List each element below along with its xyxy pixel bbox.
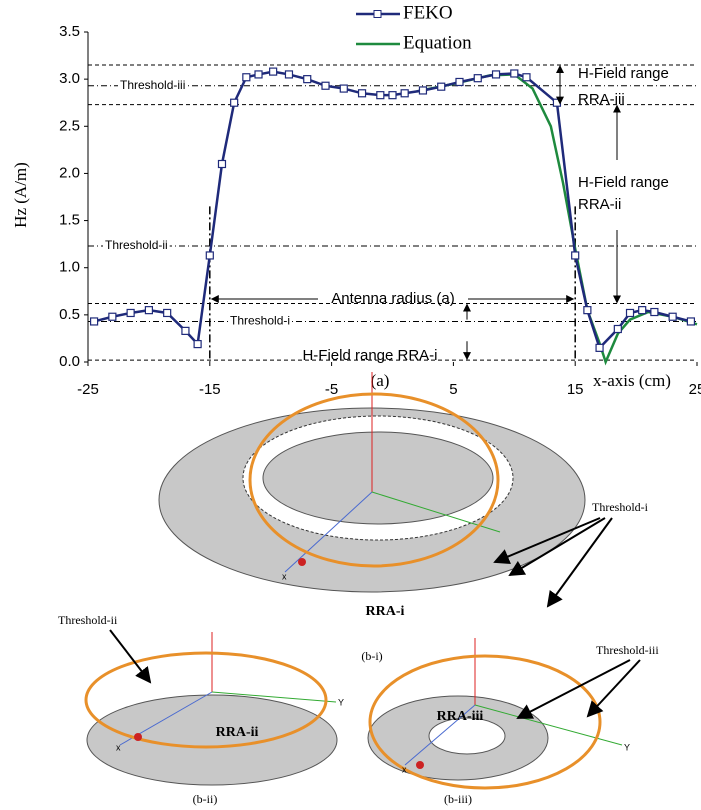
diagram-b-ii: x Y RRA-ii Threshold-ii (b-ii) bbox=[58, 613, 344, 806]
chart: 0.0 0.5 1.0 1.5 2.0 2.5 3.0 3.5 -25 -15 -5 5 15 25 Thr… bbox=[59, 2, 701, 398]
x-tick-label: -5 bbox=[325, 381, 338, 398]
point bbox=[511, 70, 518, 77]
inner-plate bbox=[263, 432, 493, 524]
x-tick-label: 25 bbox=[689, 381, 701, 398]
point bbox=[164, 309, 171, 316]
point bbox=[359, 90, 366, 97]
annotation: RRA-ii bbox=[578, 196, 621, 213]
point bbox=[270, 68, 277, 75]
x-tick-label: 15 bbox=[567, 381, 584, 398]
y-tick-label: 2.0 bbox=[59, 164, 80, 181]
annotation: H-Field range bbox=[578, 65, 669, 82]
annotation: Antenna radius (a) bbox=[331, 290, 454, 307]
point bbox=[206, 252, 213, 259]
y-axis-title: Hz (A/m) bbox=[11, 162, 30, 228]
feed bbox=[298, 558, 306, 566]
legend-label: FEKO bbox=[403, 2, 453, 23]
point bbox=[493, 71, 500, 78]
threshold-label: Threshold-ii bbox=[58, 613, 118, 627]
region-label: RRA-iii bbox=[437, 709, 484, 724]
annotation: H-Field range bbox=[578, 174, 669, 191]
threshold-label: Threshold-iii bbox=[596, 643, 659, 657]
point bbox=[194, 341, 201, 348]
point bbox=[285, 71, 292, 78]
point bbox=[474, 75, 481, 82]
point bbox=[127, 309, 134, 316]
legend-marker bbox=[374, 11, 381, 18]
annotation: RRA-iii bbox=[578, 91, 625, 108]
threshold-label: Threshold-ii bbox=[105, 238, 168, 252]
point bbox=[523, 74, 530, 81]
plate bbox=[87, 695, 337, 785]
point bbox=[596, 344, 603, 351]
point bbox=[651, 309, 658, 316]
region-label: RRA-i bbox=[366, 604, 405, 619]
point bbox=[627, 309, 634, 316]
point bbox=[438, 83, 445, 90]
annotation: H-Field range RRA-i bbox=[302, 347, 437, 364]
y-tick-label: 3.5 bbox=[59, 23, 80, 40]
threshold-label: Threshold-i bbox=[230, 314, 290, 328]
point bbox=[639, 307, 646, 314]
point bbox=[91, 318, 98, 325]
point bbox=[401, 90, 408, 97]
point bbox=[614, 326, 621, 333]
point bbox=[669, 313, 676, 320]
point bbox=[572, 252, 579, 259]
feed bbox=[416, 761, 424, 769]
point bbox=[584, 307, 591, 314]
caption: (b-ii) bbox=[193, 792, 218, 806]
point bbox=[231, 99, 238, 106]
caption: (a) bbox=[371, 371, 390, 390]
diagram-b-i: x RRA-i Threshold-i (b-i) bbox=[159, 372, 649, 663]
axis-label: x bbox=[116, 742, 121, 752]
axis-label: Y bbox=[624, 742, 630, 752]
point bbox=[419, 87, 426, 94]
point bbox=[218, 161, 225, 168]
point bbox=[377, 92, 384, 99]
y-tick-label: 0.5 bbox=[59, 306, 80, 323]
caption: (b-iii) bbox=[444, 792, 472, 806]
y-tick-label: 3.0 bbox=[59, 70, 80, 87]
point bbox=[145, 307, 152, 314]
axis-label: x bbox=[282, 571, 287, 581]
x-tick-label: -25 bbox=[77, 381, 99, 398]
threshold-label: Threshold-i bbox=[592, 500, 649, 514]
point bbox=[243, 74, 250, 81]
point bbox=[322, 82, 329, 89]
y-tick-label: 2.5 bbox=[59, 117, 80, 134]
arrow bbox=[110, 630, 150, 682]
diagram-b-iii: x Y RRA-iii Threshold-iii (b-iii) bbox=[368, 638, 659, 806]
y-tick-label: 1.5 bbox=[59, 212, 80, 229]
threshold-label: Threshold-iii bbox=[120, 78, 185, 92]
region-label: RRA-ii bbox=[216, 725, 259, 740]
series-line bbox=[417, 74, 697, 362]
y-tick-label: 0.0 bbox=[59, 353, 80, 370]
point bbox=[182, 327, 189, 334]
point bbox=[456, 78, 463, 85]
figure: 0.0 0.5 1.0 1.5 2.0 2.5 3.0 3.5 -25 -15 -5 5 15 25 Thr… bbox=[0, 0, 701, 810]
point bbox=[553, 99, 560, 106]
point bbox=[340, 85, 347, 92]
point bbox=[109, 313, 116, 320]
point bbox=[389, 92, 396, 99]
y-tick-label: 1.0 bbox=[59, 259, 80, 276]
point bbox=[687, 318, 694, 325]
point bbox=[304, 76, 311, 83]
axis-label: Y bbox=[338, 697, 344, 707]
legend-label: Equation bbox=[403, 32, 472, 53]
x-axis-title: x-axis (cm) bbox=[593, 371, 671, 390]
caption: (b-i) bbox=[361, 649, 382, 663]
point bbox=[255, 71, 262, 78]
feed bbox=[134, 733, 142, 741]
x-tick-label: -15 bbox=[199, 381, 221, 398]
x-tick-label: 5 bbox=[449, 381, 457, 398]
axis-label: x bbox=[402, 764, 407, 774]
